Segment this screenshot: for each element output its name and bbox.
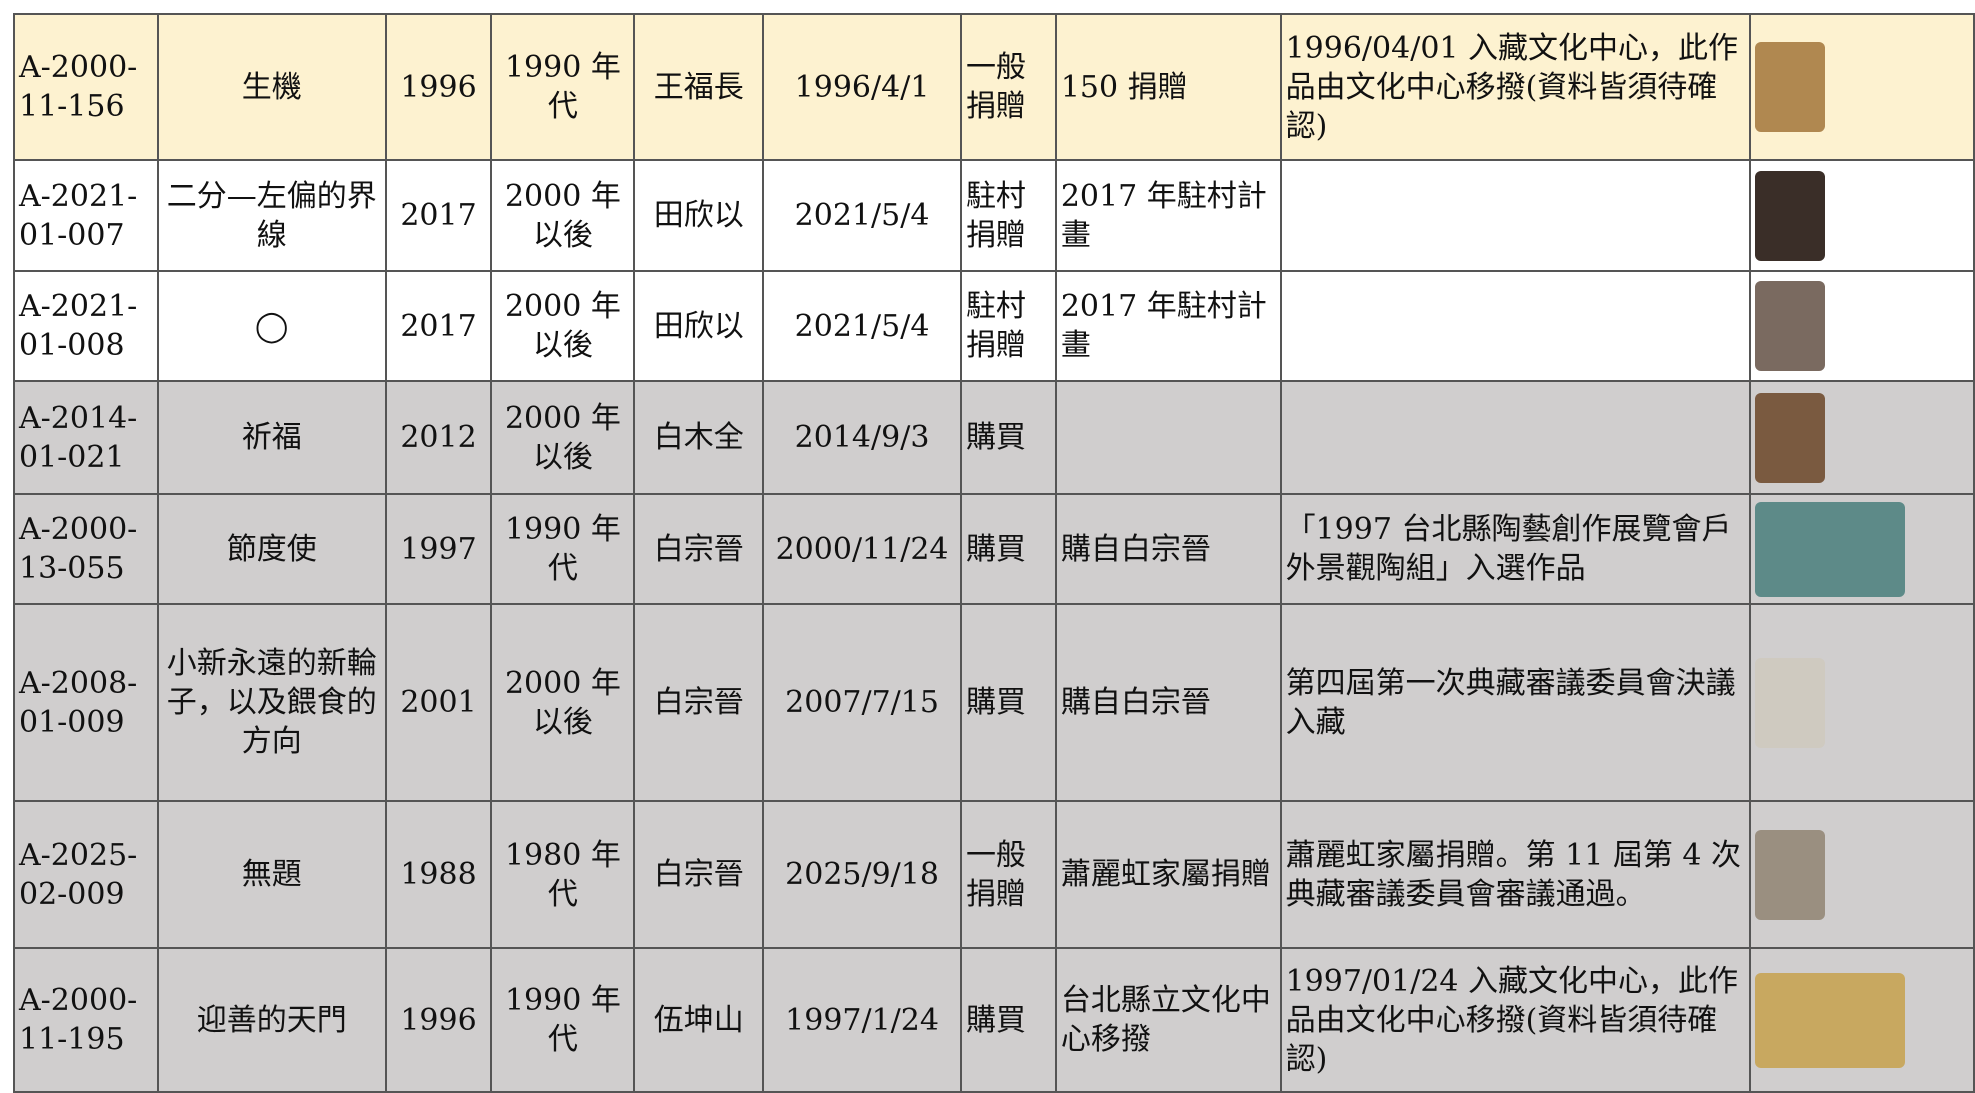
thumbnail-cell [1749,380,1975,495]
source: 2017 年駐村計畫 [1054,159,1282,272]
thumbnail-cell [1749,159,1975,272]
note: 1997/01/24 入藏文化中心，此作品由文化中心移撥(資料皆須待確認) [1279,947,1752,1093]
acquired-date: 1997/1/24 [762,947,962,1093]
title: 迎善的天門 [156,947,387,1093]
year: 1996 [384,13,493,161]
note [1279,270,1752,382]
note: 蕭麗虹家屬捐贈。第 11 屆第 4 次典藏審議委員會審議通過。 [1279,800,1752,949]
artist: 白宗晉 [633,493,765,605]
year: 2001 [384,603,493,802]
method: 駐村捐贈 [959,159,1057,272]
year: 2017 [384,270,493,382]
accession-number: A-2000-13-055 [13,493,159,605]
collection-table: A-2000-11-156 生機 1996 1990 年代 王福長 1996/4/1 一般捐… [13,13,1975,1093]
artwork-image [1755,281,1825,371]
method: 購買 [959,603,1057,802]
acquired-date: 2021/5/4 [762,270,962,382]
thumbnail-cell [1749,13,1975,161]
thumbnail-cell [1749,800,1975,949]
table-row: A-2021-01-007 二分—左偏的界線 2017 2000 年以後 田欣以 2021… [13,159,1975,272]
accession-number: A-2014-01-021 [13,380,159,495]
year: 2012 [384,380,493,495]
source: 購自白宗晉 [1054,603,1282,802]
artist: 白宗晉 [633,800,765,949]
source [1054,380,1282,495]
thumbnail-cell [1749,603,1975,802]
title: 祈福 [156,380,387,495]
period: 1990 年代 [490,947,636,1093]
acquired-date: 2025/9/18 [762,800,962,949]
acquired-date: 2000/11/24 [762,493,962,605]
artist: 王福長 [633,13,765,161]
acquired-date: 2007/7/15 [762,603,962,802]
period: 1990 年代 [490,493,636,605]
table-row: A-2000-11-195 迎善的天門 1996 1990 年代 伍坤山 1997/1/2… [13,947,1975,1093]
year: 1997 [384,493,493,605]
method: 購買 [959,493,1057,605]
year: 2017 [384,159,493,272]
period: 2000 年以後 [490,270,636,382]
artwork-image [1755,392,1825,483]
title: 小新永遠的新輪子，以及餵食的方向 [156,603,387,802]
accession-number: A-2025-02-009 [13,800,159,949]
note [1279,159,1752,272]
title: ◯ [156,270,387,382]
note: 1996/04/01 入藏文化中心，此作品由文化中心移撥(資料皆須待確認) [1279,13,1752,161]
period: 2000 年以後 [490,380,636,495]
title: 無題 [156,800,387,949]
table-row: A-2008-01-009 小新永遠的新輪子，以及餵食的方向 2001 2000 年以… [13,603,1975,802]
note [1279,380,1752,495]
artwork-image [1755,170,1825,261]
year: 1996 [384,947,493,1093]
source: 蕭麗虹家屬捐贈 [1054,800,1282,949]
artist: 白宗晉 [633,603,765,802]
source: 150 捐贈 [1054,13,1282,161]
artwork-image [1755,501,1905,597]
thumbnail-cell [1749,947,1975,1093]
method: 購買 [959,380,1057,495]
source: 2017 年駐村計畫 [1054,270,1282,382]
acquired-date: 1996/4/1 [762,13,962,161]
acquired-date: 2021/5/4 [762,159,962,272]
title: 生機 [156,13,387,161]
title: 節度使 [156,493,387,605]
method: 一般捐贈 [959,13,1057,161]
table-row: A-2014-01-021 祈福 2012 2000 年以後 白木全 2014/9/3 購買 [13,380,1975,495]
method: 購買 [959,947,1057,1093]
thumbnail-cell [1749,270,1975,382]
table-row: A-2000-13-055 節度使 1997 1990 年代 白宗晉 2000/11/24… [13,493,1975,605]
title: 二分—左偏的界線 [156,159,387,272]
method: 駐村捐贈 [959,270,1057,382]
table-row: A-2000-11-156 生機 1996 1990 年代 王福長 1996/4/1 一般捐… [13,13,1975,161]
period: 1990 年代 [490,13,636,161]
artwork-image [1755,42,1825,132]
source: 台北縣立文化中心移撥 [1054,947,1282,1093]
artist: 田欣以 [633,159,765,272]
period: 1980 年代 [490,800,636,949]
note: 「1997 台北縣陶藝創作展覽會戶外景觀陶組」入選作品 [1279,493,1752,605]
note: 第四屆第一次典藏審議委員會決議入藏 [1279,603,1752,802]
artwork-image [1755,657,1825,748]
thumbnail-cell [1749,493,1975,605]
accession-number: A-2000-11-195 [13,947,159,1093]
artwork-image [1755,972,1905,1068]
artwork-image [1755,829,1825,920]
method: 一般捐贈 [959,800,1057,949]
period: 2000 年以後 [490,603,636,802]
period: 2000 年以後 [490,159,636,272]
accession-number: A-2021-01-007 [13,159,159,272]
artist: 伍坤山 [633,947,765,1093]
source: 購自白宗晉 [1054,493,1282,605]
accession-number: A-2000-11-156 [13,13,159,161]
year: 1988 [384,800,493,949]
artist: 白木全 [633,380,765,495]
accession-number: A-2008-01-009 [13,603,159,802]
artist: 田欣以 [633,270,765,382]
table-row: A-2021-01-008 ◯ 2017 2000 年以後 田欣以 2021/5/4 駐村捐… [13,270,1975,382]
accession-number: A-2021-01-008 [13,270,159,382]
table-row: A-2025-02-009 無題 1988 1980 年代 白宗晉 2025/9/18 一般… [13,800,1975,949]
acquired-date: 2014/9/3 [762,380,962,495]
